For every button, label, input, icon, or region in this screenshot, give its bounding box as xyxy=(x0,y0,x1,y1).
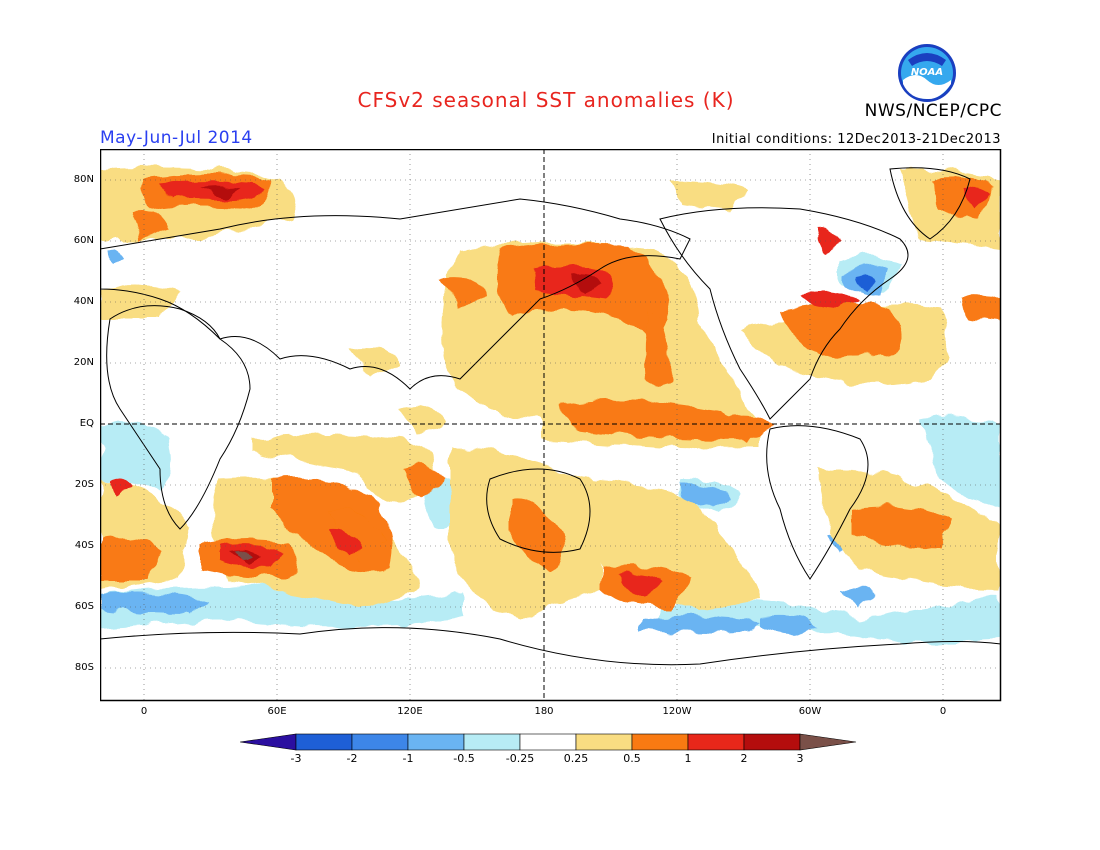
colorbar-label: -2 xyxy=(346,752,358,765)
lat-label-20s: 20S xyxy=(74,479,94,490)
lat-label-60n: 60N xyxy=(73,235,94,246)
lon-label-60w: 60W xyxy=(798,706,822,717)
agency-label: NWS/NCEP/CPC xyxy=(864,101,1002,121)
colorbar-label: -0.5 xyxy=(453,752,475,765)
colorbar-swatch-0-25-to-0-5 xyxy=(575,733,633,751)
colorbar-swatch-above-3 xyxy=(799,733,857,751)
colorbar-swatch-1-to-2 xyxy=(687,733,745,751)
graticule xyxy=(100,149,1001,701)
svg-text:NOAA: NOAA xyxy=(911,67,943,78)
coastlines xyxy=(100,167,1001,666)
colorbar-label: 2 xyxy=(740,752,748,765)
lon-label-0-left: 0 xyxy=(140,706,148,717)
lat-label-60s: 60S xyxy=(74,601,94,612)
colorbar-label: 1 xyxy=(684,752,692,765)
lat-label-eq: EQ xyxy=(79,418,94,429)
colorbar-swatch-2-to-3 xyxy=(743,733,801,751)
lat-label-80n: 80N xyxy=(73,174,94,185)
lon-label-0-right: 0 xyxy=(939,706,947,717)
colorbar-swatch-below-3 xyxy=(240,733,297,751)
colorbar-swatch-0-5-to-1 xyxy=(631,733,689,751)
lon-label-180: 180 xyxy=(534,706,554,717)
colorbar-swatch--2-to-1 xyxy=(351,733,409,751)
sst-anomaly-map xyxy=(100,149,1002,702)
colorbar-label: 3 xyxy=(796,752,804,765)
colorbar-label: -1 xyxy=(402,752,414,765)
season-label: May-Jun-Jul 2014 xyxy=(100,128,253,148)
lat-label-40s: 40S xyxy=(74,540,94,551)
colorbar-swatch--3-to-2 xyxy=(295,733,353,751)
lon-label-60e: 60E xyxy=(267,706,287,717)
noaa-logo: NOAA xyxy=(898,44,956,102)
colorbar-label: 0.25 xyxy=(563,752,589,765)
colorbar-swatch--0-5-to-0-25 xyxy=(463,733,521,751)
lat-label-80s: 80S xyxy=(74,662,94,673)
lon-label-120w: 120W xyxy=(662,706,692,717)
colorbar-swatch--1-to-0-5 xyxy=(407,733,465,751)
anomaly-field xyxy=(100,167,1001,643)
map-title: CFSv2 seasonal SST anomalies (K) xyxy=(357,88,735,112)
initial-conditions-label: Initial conditions: 12Dec2013-21Dec2013 xyxy=(711,132,1001,147)
colorbar-label: -0.25 xyxy=(505,752,535,765)
lat-label-40n: 40N xyxy=(73,296,94,307)
lon-label-120e: 120E xyxy=(397,706,423,717)
colorbar-label: 0.5 xyxy=(623,752,641,765)
colorbar-swatch--0-25-to-0-25 xyxy=(519,733,577,751)
map-frame xyxy=(100,149,1002,702)
colorbar-label: -3 xyxy=(290,752,302,765)
colorbar xyxy=(240,733,857,751)
lat-label-20n: 20N xyxy=(73,357,94,368)
